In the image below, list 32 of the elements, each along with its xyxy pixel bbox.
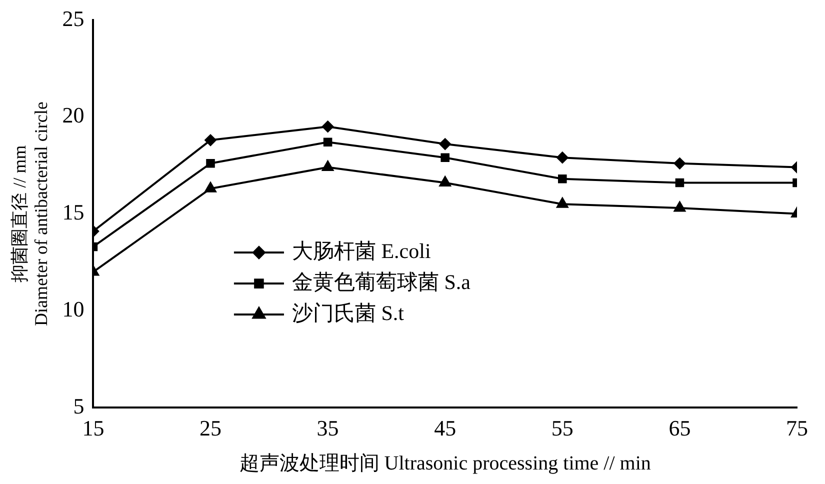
legend-label: 金黄色葡萄球菌 S.a <box>292 270 472 294</box>
point <box>323 138 332 146</box>
point <box>556 152 568 164</box>
point <box>438 176 452 187</box>
point <box>556 197 569 208</box>
point <box>206 159 215 168</box>
y-tick-label: 25 <box>62 6 84 31</box>
point <box>204 182 217 192</box>
point <box>204 134 216 146</box>
x-tick-label: 55 <box>551 416 574 441</box>
x-tick-label: 15 <box>82 416 104 441</box>
legend-label: 大肠杆菌 E.coli <box>292 239 431 264</box>
x-tick-label: 45 <box>434 416 456 441</box>
legend-label: 沙门氏菌 S.t <box>292 301 404 326</box>
point <box>674 200 686 212</box>
y-tick-label: 5 <box>73 393 84 418</box>
point <box>322 120 334 133</box>
y-tick-label: 10 <box>62 296 84 322</box>
y-tick-label: 20 <box>62 102 84 128</box>
point <box>439 138 452 150</box>
y-tick-label: 15 <box>62 200 84 225</box>
x-tick-label: 75 <box>786 416 808 441</box>
x-tick-label: 65 <box>668 416 691 441</box>
point <box>322 160 334 172</box>
x-tick-label: 25 <box>200 416 222 441</box>
x-axis-title: 超声波处理时间 Ultrasonic processing time // min <box>239 452 651 474</box>
x-tick-label: 35 <box>316 416 339 441</box>
point <box>558 174 567 184</box>
point <box>674 157 686 170</box>
y-axis-title: 抑菌圈直径 // mm Diameter of antibacterial circle <box>10 102 52 326</box>
point <box>440 153 450 162</box>
point <box>675 178 684 188</box>
